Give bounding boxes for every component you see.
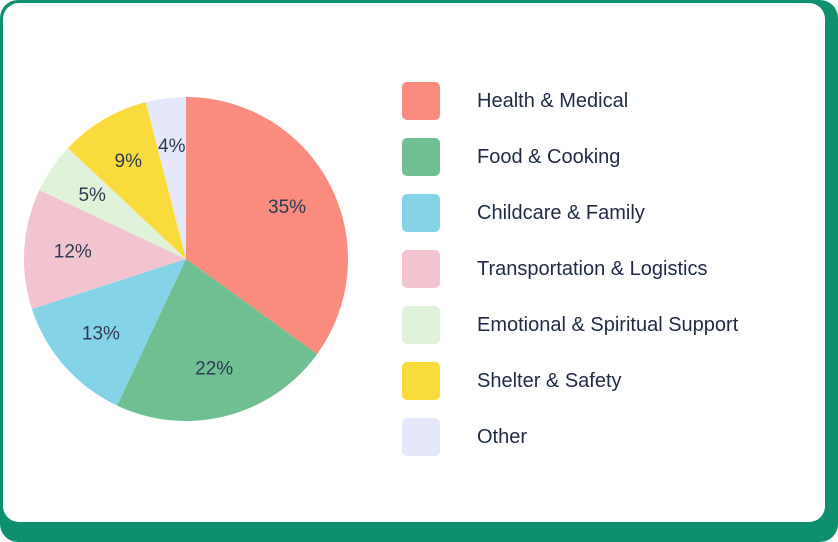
pie-slice-childcare-and-family [31,259,186,406]
legend-item-other: Other [402,409,738,465]
pie-label-health-and-medical: 35% [268,197,306,218]
legend-label: Food & Cooking [477,145,621,168]
legend-label: Shelter & Safety [477,369,622,392]
legend-label: Health & Medical [477,89,629,112]
legend-label: Childcare & Family [477,201,645,224]
pie-chart: 35% 22% 13% 12% 5% 9% 4% [23,97,348,421]
pie-slice-transportation-and-logistics [23,190,186,310]
legend-item-shelter-and-safety: Shelter & Safety [402,353,738,409]
legend-label: Transportation & Logistics [477,257,708,280]
legend-item-health-and-medical: Health & Medical [402,73,738,129]
pie-label-transportation-and-logistics: 12% [54,241,92,262]
pie-label-food-and-cooking: 22% [195,358,233,379]
legend-item-food-and-cooking: Food & Cooking [402,129,738,185]
legend-swatch [402,418,440,456]
pie-label-shelter-and-safety: 9% [115,151,143,172]
pie-slice-emotional-and-spiritual-support [39,148,187,259]
pie-labels: 35% 22% 13% 12% 5% 9% 4% [54,136,306,379]
legend-swatch [402,362,440,400]
pie-slice-shelter-and-safety [67,102,186,259]
legend: Health & Medical Food & Cooking Childcare … [402,73,738,465]
pie-slice-health-and-medical [186,97,348,355]
pie-label-other: 4% [158,136,186,157]
legend-item-childcare-and-family: Childcare & Family [402,185,738,241]
legend-swatch [402,82,440,120]
legend-item-transportation-and-logistics: Transportation & Logistics [402,241,738,297]
pie-slice-other [145,97,186,259]
legend-label: Other [477,425,528,448]
pie-label-childcare-and-family: 13% [82,323,120,344]
pie-slices [23,97,348,421]
pie-slice-food-and-cooking [117,259,318,421]
legend-item-emotional-and-spiritual-support: Emotional & Spiritual Support [402,297,738,353]
chart-card: 35% 22% 13% 12% 5% 9% 4% Health & Medical Food … [3,3,825,522]
legend-swatch [402,250,440,288]
legend-swatch [402,138,440,176]
pie-label-emotional-and-spiritual-support: 5% [78,185,106,206]
legend-label: Emotional & Spiritual Support [477,313,739,336]
legend-swatch [402,306,440,344]
legend-swatch [402,194,440,232]
